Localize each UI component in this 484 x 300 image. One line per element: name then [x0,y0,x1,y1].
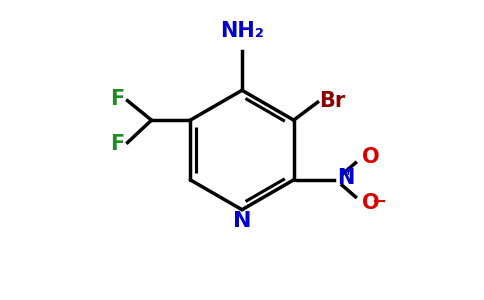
Text: F: F [110,89,124,109]
Text: −: − [371,193,386,211]
Text: O: O [362,193,380,213]
Text: N: N [233,211,251,231]
Text: N: N [337,168,354,188]
Text: O: O [362,147,380,166]
Text: F: F [110,134,124,154]
Text: NH₂: NH₂ [220,21,264,41]
Text: Br: Br [319,91,346,111]
Text: +: + [343,165,354,178]
